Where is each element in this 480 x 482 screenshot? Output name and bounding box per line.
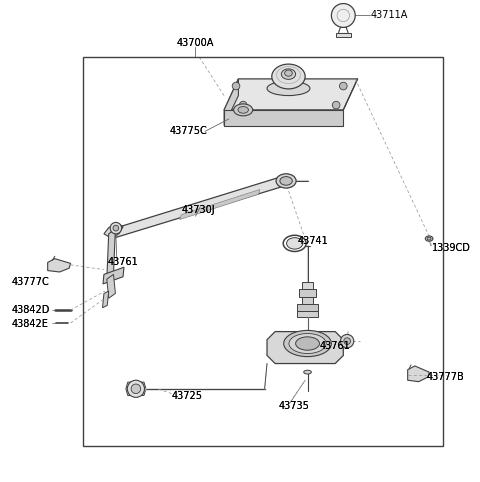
Polygon shape [104,223,123,239]
Circle shape [127,380,144,397]
Text: 43761: 43761 [108,257,138,268]
Circle shape [340,335,354,348]
Circle shape [110,222,121,234]
Polygon shape [107,229,115,279]
Text: 1339CD: 1339CD [432,243,470,253]
Text: 43775C: 43775C [169,126,207,136]
Text: 43775C: 43775C [169,126,207,136]
Polygon shape [299,289,316,297]
Polygon shape [408,366,429,382]
Ellipse shape [287,238,303,249]
Polygon shape [224,79,358,110]
Circle shape [131,384,141,394]
Text: 43700A: 43700A [177,38,214,48]
Polygon shape [224,110,343,126]
Circle shape [113,225,119,231]
Text: 43725: 43725 [172,391,203,401]
Text: 43777B: 43777B [427,372,465,382]
Text: 43741: 43741 [298,236,329,246]
Ellipse shape [276,174,296,188]
Polygon shape [336,33,351,38]
Ellipse shape [281,69,296,80]
Text: 43777C: 43777C [12,277,49,286]
Circle shape [339,82,347,90]
Text: 43761: 43761 [108,257,138,268]
Ellipse shape [296,337,320,350]
Ellipse shape [304,370,312,374]
Polygon shape [297,304,318,311]
Circle shape [331,3,355,27]
Polygon shape [112,175,286,239]
Ellipse shape [285,70,292,76]
Ellipse shape [289,334,326,353]
Text: 43842E: 43842E [12,320,49,329]
Polygon shape [302,297,313,304]
Circle shape [344,338,350,345]
Ellipse shape [234,104,252,116]
Text: 43735: 43735 [279,401,310,411]
Polygon shape [48,259,71,272]
Text: 43842D: 43842D [12,305,50,315]
Ellipse shape [238,107,249,113]
Polygon shape [103,267,124,284]
Text: 43735: 43735 [279,401,310,411]
Polygon shape [224,79,239,126]
Text: 43842D: 43842D [12,305,50,315]
Circle shape [332,101,340,109]
Ellipse shape [425,236,433,241]
Ellipse shape [283,235,306,252]
Ellipse shape [267,81,310,95]
Polygon shape [107,274,115,298]
Polygon shape [302,281,313,289]
Polygon shape [180,189,260,219]
Text: 43842E: 43842E [12,320,49,329]
Text: 43777C: 43777C [12,277,49,286]
Ellipse shape [280,176,292,185]
Polygon shape [126,382,146,396]
Polygon shape [297,311,318,317]
Ellipse shape [272,64,305,89]
Text: 43730J: 43730J [181,205,215,215]
Text: 1339CD: 1339CD [432,243,470,253]
Text: 43761: 43761 [320,341,350,351]
Ellipse shape [427,237,431,240]
Text: 43725: 43725 [172,391,203,401]
Polygon shape [103,291,108,308]
Ellipse shape [284,330,331,357]
Circle shape [232,82,240,90]
Text: 43700A: 43700A [177,38,214,48]
Text: 43711A: 43711A [371,11,408,20]
Text: 43730J: 43730J [181,205,215,215]
Polygon shape [267,332,343,363]
Circle shape [240,101,247,109]
Text: 43777B: 43777B [427,372,465,382]
Text: 43761: 43761 [320,341,350,351]
Text: 43741: 43741 [298,236,329,246]
